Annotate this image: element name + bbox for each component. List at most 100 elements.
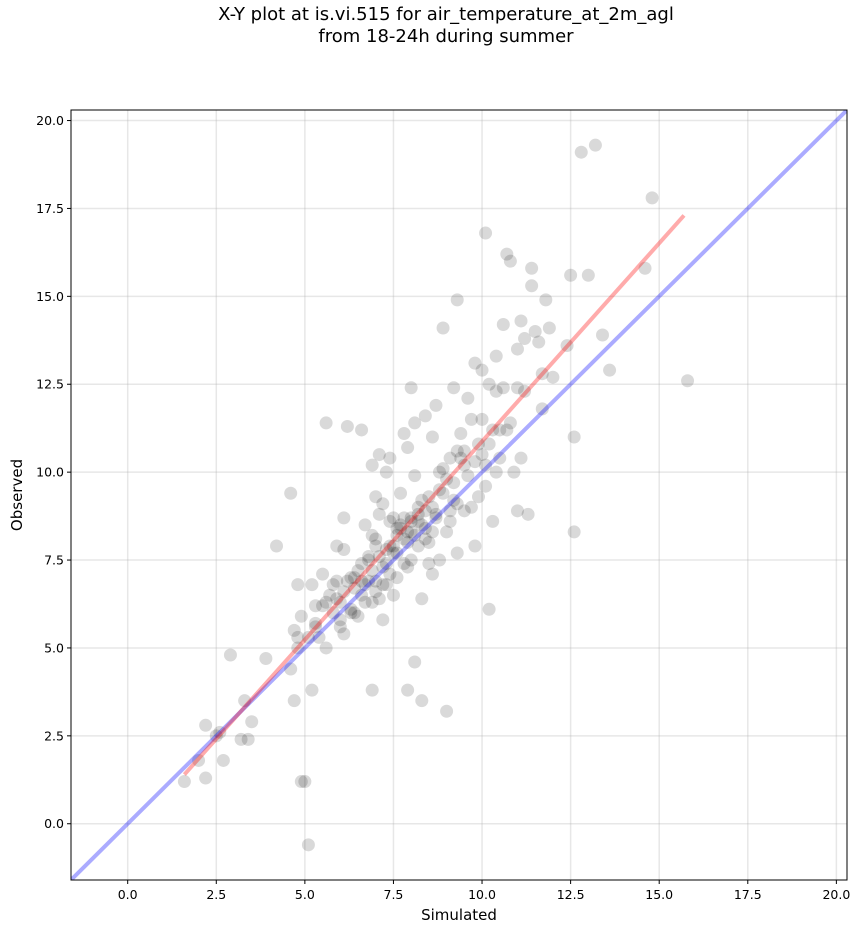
- data-point: [535, 367, 549, 381]
- data-point: [355, 574, 369, 588]
- data-point: [461, 469, 475, 483]
- chart-title: X-Y plot at is.vi.515 for air_temperatur…: [218, 4, 674, 25]
- chart-subtitle: from 18-24h during summer: [318, 26, 574, 47]
- data-point: [379, 557, 393, 571]
- data-point: [489, 349, 503, 363]
- data-point: [475, 412, 489, 426]
- data-point: [425, 500, 439, 514]
- data-point: [284, 486, 298, 500]
- data-point: [390, 521, 404, 535]
- data-point: [379, 542, 393, 556]
- data-point: [464, 500, 478, 514]
- data-point: [440, 525, 454, 539]
- data-point: [308, 616, 322, 630]
- data-point: [539, 293, 553, 307]
- data-point: [507, 465, 521, 479]
- data-point: [340, 574, 354, 588]
- data-point: [493, 423, 507, 437]
- data-point: [436, 462, 450, 476]
- y-axis-label: Observed: [8, 459, 26, 531]
- y-tick-label: 12.5: [36, 377, 64, 392]
- data-point: [408, 416, 422, 430]
- data-point: [404, 511, 418, 525]
- data-point: [514, 314, 528, 328]
- data-point: [369, 539, 383, 553]
- data-point: [404, 381, 418, 395]
- data-point: [376, 578, 390, 592]
- data-point: [489, 465, 503, 479]
- reference-lines: [71, 110, 847, 880]
- data-point: [411, 514, 425, 528]
- data-point: [415, 694, 429, 708]
- data-point: [347, 581, 361, 595]
- data-point: [234, 732, 248, 746]
- data-point: [344, 602, 358, 616]
- data-point: [308, 599, 322, 613]
- x-tick-label: 7.5: [384, 887, 404, 902]
- data-point: [489, 384, 503, 398]
- data-point: [482, 437, 496, 451]
- data-point: [503, 416, 517, 430]
- data-point: [199, 718, 213, 732]
- data-point: [440, 472, 454, 486]
- data-point: [457, 458, 471, 472]
- data-point: [397, 532, 411, 546]
- data-point: [316, 567, 330, 581]
- data-point: [454, 451, 468, 465]
- data-point: [443, 514, 457, 528]
- data-point: [408, 469, 422, 483]
- data-point: [436, 486, 450, 500]
- data-point: [510, 381, 524, 395]
- x-tick-label: 20.0: [822, 887, 850, 902]
- data-point: [528, 325, 542, 339]
- data-point: [436, 321, 450, 335]
- data-point: [294, 775, 308, 789]
- data-point: [475, 448, 489, 462]
- x-tick-label: 2.5: [206, 887, 226, 902]
- data-point: [291, 578, 305, 592]
- data-point: [482, 377, 496, 391]
- data-point: [372, 592, 386, 606]
- data-point: [383, 539, 397, 553]
- data-point: [411, 507, 425, 521]
- data-point: [532, 335, 546, 349]
- data-point: [358, 595, 372, 609]
- data-point: [383, 451, 397, 465]
- data-point: [372, 448, 386, 462]
- identity-line: [71, 110, 847, 880]
- data-point: [479, 479, 493, 493]
- data-point: [365, 595, 379, 609]
- data-point: [433, 553, 447, 567]
- data-point: [518, 384, 532, 398]
- data-point: [241, 732, 255, 746]
- data-point: [333, 620, 347, 634]
- data-point: [471, 490, 485, 504]
- data-point: [418, 409, 432, 423]
- data-point: [447, 381, 461, 395]
- data-point: [404, 553, 418, 567]
- data-point: [638, 261, 652, 275]
- data-point: [681, 374, 695, 388]
- data-point: [390, 571, 404, 585]
- data-point: [294, 609, 308, 623]
- data-point: [486, 514, 500, 528]
- data-point: [284, 662, 298, 676]
- data-point: [291, 630, 305, 644]
- data-point: [429, 398, 443, 412]
- data-point: [454, 426, 468, 440]
- data-point: [493, 451, 507, 465]
- data-point: [216, 753, 230, 767]
- data-point: [521, 507, 535, 521]
- data-point: [347, 571, 361, 585]
- data-point: [560, 339, 574, 353]
- data-point: [581, 268, 595, 282]
- data-point: [471, 437, 485, 451]
- data-point: [645, 191, 659, 205]
- data-point: [425, 567, 439, 581]
- data-point: [355, 588, 369, 602]
- data-point: [542, 321, 556, 335]
- data-point: [362, 553, 376, 567]
- data-point: [440, 704, 454, 718]
- data-point: [319, 416, 333, 430]
- data-points: [177, 138, 695, 852]
